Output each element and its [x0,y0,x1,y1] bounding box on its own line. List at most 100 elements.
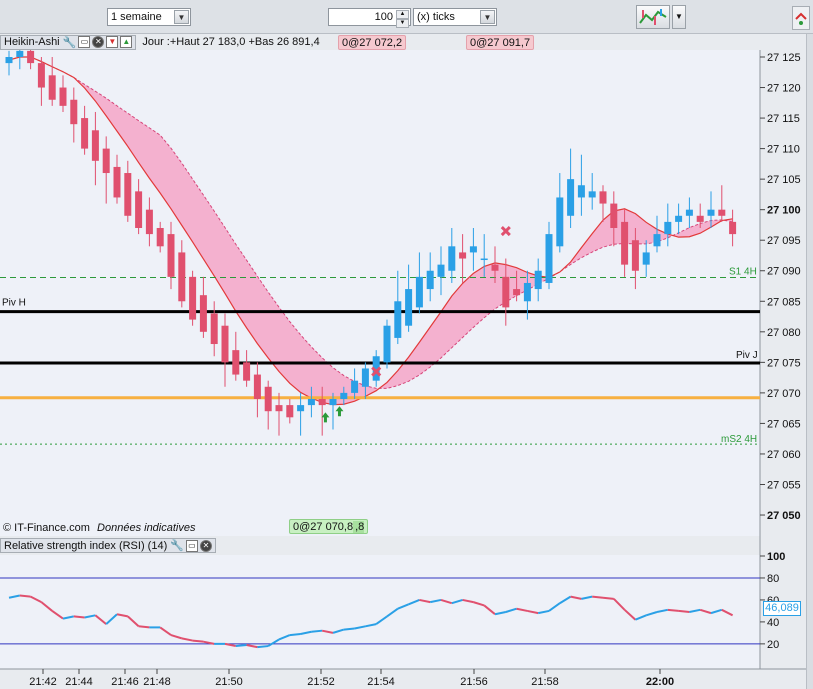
candle-body [113,166,121,198]
rsi-segment [397,603,409,610]
rsi-segment [408,599,420,606]
price-tick-label: 27 125 [767,52,801,64]
rsi-segment [8,594,20,599]
wrench-icon[interactable]: 🔧 [62,36,77,49]
rsi-segment [645,611,658,617]
order-tag-bottom-text: 0@27 070,8 [293,521,354,533]
time-tick-label: 21:52 [307,676,335,688]
candle-body [437,264,445,277]
indicator-title-box[interactable]: Heikin-Ashi 🔧 ▭ ✕ ▼ ▲ [0,34,137,50]
candle-body [286,405,294,418]
time-tick-label: 21:48 [143,676,171,688]
chart-type-icon [639,9,667,25]
candle-body [696,215,704,222]
line-label-piv-j: Piv J [736,350,758,361]
rsi-segment [181,637,193,642]
rsi-segment [235,643,247,648]
rsi-segment [73,615,85,619]
side-panel-button[interactable] [792,6,810,30]
price-tick-label: 27 050 [767,510,801,522]
rsi-segment [635,614,647,621]
candle-body [448,246,456,271]
stepper-arrows[interactable]: ▲ ▼ [396,10,409,28]
candle-body [653,234,661,247]
candle-body [631,240,639,271]
candle-body [318,398,326,406]
rsi-segment [203,640,215,645]
price-tick-label: 27 085 [767,296,801,308]
rsi-segment [278,634,291,641]
rsi-segment [699,608,712,615]
candle-body [297,405,305,412]
side-panel-icon [795,12,807,25]
period-select[interactable]: 1 semaine ▼ [107,8,191,26]
units-type-value: (x) ticks [417,11,455,23]
step-up-icon[interactable]: ▲ [396,10,409,19]
wrench-icon[interactable]: 🔧 [170,540,184,552]
rsi-segment [300,630,312,635]
rsi-tick-label: 20 [767,639,779,651]
candle-body [37,63,45,88]
chevron-down-icon[interactable]: ▼ [480,10,495,24]
rsi-segment [494,611,506,616]
rsi-chart-area[interactable] [0,555,760,669]
time-tick-label: 21:58 [531,676,559,688]
rsi-segment [721,608,734,617]
price-tick-label: 27 090 [767,266,801,278]
close-icon[interactable]: ✕ [199,539,212,552]
rsi-segment [570,595,582,600]
rsi-title: Relative strength index (RSI) (14) [4,539,168,552]
rsi-segment [656,608,668,613]
chart-type-button[interactable] [636,5,670,29]
close-icon[interactable]: ✕ [92,36,105,48]
candle-body [91,130,99,161]
candle-body [491,264,499,271]
line-label-ms2-4h: mS2 4H [721,434,757,445]
move-down-icon[interactable]: ▼ [106,36,119,48]
day-high-low: Jour :+Haut 27 183,0 +Bas 26 891,4 [142,36,320,48]
maximize-icon[interactable]: ▭ [78,36,91,48]
candle-body [545,234,553,283]
candle-body [156,227,164,247]
rsi-segment [516,607,528,612]
candle-body [394,301,402,338]
price-tick-label: 27 100 [767,205,801,217]
rsi-segment [159,626,172,636]
order-tag-right[interactable]: 0@27 091,7 [466,35,535,50]
candle-body [599,191,607,204]
rsi-segment [105,613,118,625]
rsi-segment [667,608,679,612]
order-tag-bottom[interactable]: 0@27 070,8,8 [289,519,369,534]
time-tick-label: 21:44 [65,676,93,688]
candle-body [27,50,35,64]
rsi-segment [322,629,334,634]
move-up-icon[interactable]: ▲ [120,36,133,48]
rsi-title-box[interactable]: Relative strength index (RSI) (14) 🔧 ▭ ✕ [0,538,216,553]
candle-body [340,392,348,399]
chart-type-dropdown[interactable]: ▼ [672,5,686,29]
chevron-down-icon[interactable]: ▼ [174,10,189,24]
step-down-icon[interactable]: ▼ [396,19,409,28]
order-tag-left[interactable]: 0@27 072,2 [338,35,407,50]
time-tick-label: 21:54 [367,676,395,688]
units-type-select[interactable]: (x) ticks ▼ [413,8,497,26]
candle-body [577,185,585,198]
rsi-segment [613,598,626,611]
rsi-header: Relative strength index (RSI) (14) 🔧 ▭ ✕ [0,537,216,554]
buy-signal-marker [335,406,344,417]
units-stepper[interactable]: 100 ▲ ▼ [328,8,411,28]
rsi-tick-label: 40 [767,617,779,629]
order-tag-bottom-extra: ,8 [353,521,365,533]
indicator-name: Heikin-Ashi [4,36,60,48]
maximize-icon[interactable]: ▭ [185,539,198,552]
rsi-segment [224,642,236,648]
rsi-segment [689,608,701,613]
price-tick-label: 27 055 [767,479,801,491]
candle-body [426,270,434,290]
rsi-segment [354,625,366,630]
candle-body [707,209,715,216]
buy-signal-marker [321,412,330,423]
ma-slow-line [8,56,733,389]
rsi-segment [94,614,107,625]
